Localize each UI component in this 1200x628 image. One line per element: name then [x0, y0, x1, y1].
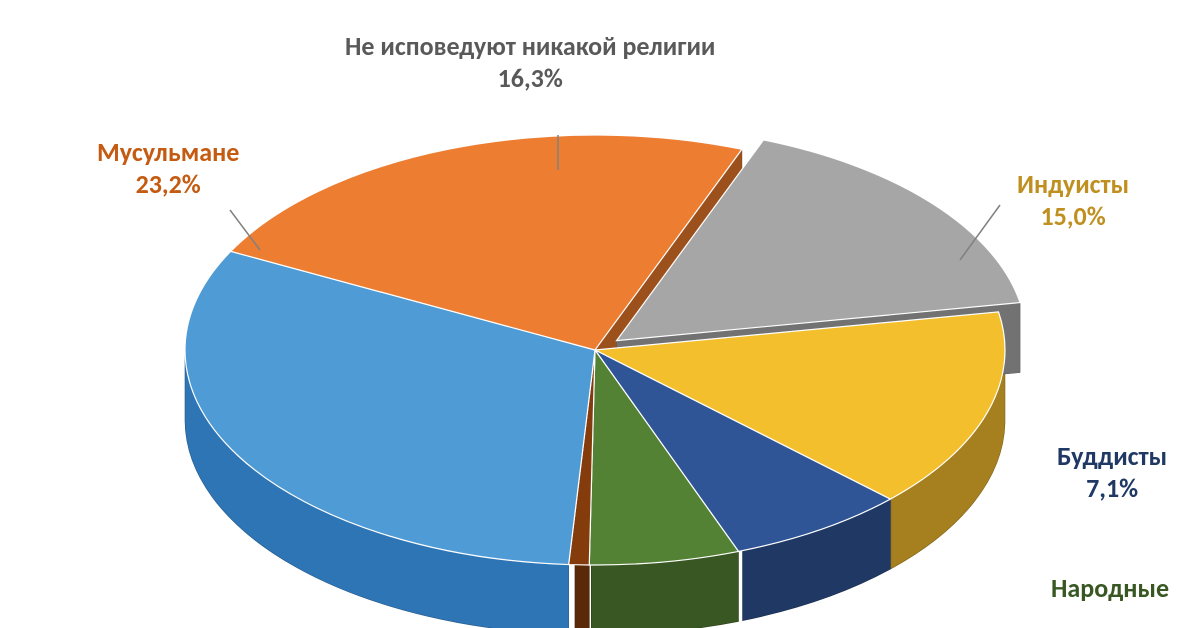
- slice-label: Буддисты7,1%: [1057, 440, 1167, 505]
- slice-label-name: Мусульмане: [97, 136, 239, 169]
- slice-label-name: Народные: [1051, 572, 1169, 605]
- slice-label: Не исповедуют никакой религии16,3%: [345, 30, 715, 95]
- slice-label-name: Индуисты: [1017, 168, 1129, 201]
- slice-label-name: Буддисты: [1057, 440, 1167, 473]
- slice-label-value: 23,2%: [97, 168, 239, 201]
- slice-label-value: 15,0%: [1017, 200, 1129, 233]
- slice-label-name: Не исповедуют никакой религии: [345, 30, 715, 63]
- religion-pie-chart: Не исповедуют никакой религии16,3% Индуис…: [0, 0, 1200, 628]
- slice-label: Мусульмане23,2%: [97, 136, 239, 201]
- slice-label: Народные: [1051, 572, 1169, 605]
- slice-label-value: 16,3%: [345, 62, 715, 95]
- slice-label-value: 7,1%: [1057, 472, 1167, 505]
- slice-label: Индуисты15,0%: [1017, 168, 1129, 233]
